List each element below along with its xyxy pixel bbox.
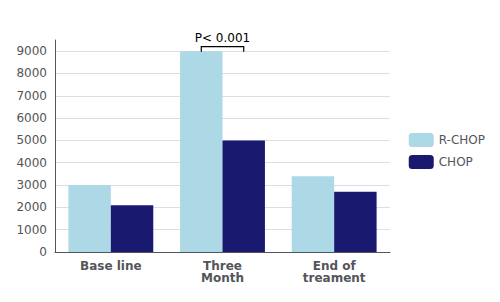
svg-text:Three: Three: [203, 259, 242, 273]
svg-text:1000: 1000: [16, 223, 47, 237]
svg-text:P< 0.001: P< 0.001: [195, 31, 250, 45]
svg-text:Base line: Base line: [80, 259, 142, 273]
svg-text:6000: 6000: [16, 111, 47, 125]
svg-text:CHOP: CHOP: [439, 155, 473, 169]
svg-text:8000: 8000: [16, 66, 47, 80]
svg-text:R-CHOP: R-CHOP: [439, 133, 485, 147]
svg-text:0: 0: [39, 245, 47, 259]
svg-text:treament: treament: [303, 271, 366, 285]
svg-text:7000: 7000: [16, 89, 47, 103]
svg-text:Month: Month: [201, 271, 244, 285]
svg-text:9000: 9000: [16, 44, 47, 58]
svg-text:3000: 3000: [16, 178, 47, 192]
svg-text:2000: 2000: [16, 200, 47, 214]
svg-text:5000: 5000: [16, 133, 47, 147]
svg-text:End of: End of: [312, 259, 356, 273]
svg-text:4000: 4000: [16, 156, 47, 170]
